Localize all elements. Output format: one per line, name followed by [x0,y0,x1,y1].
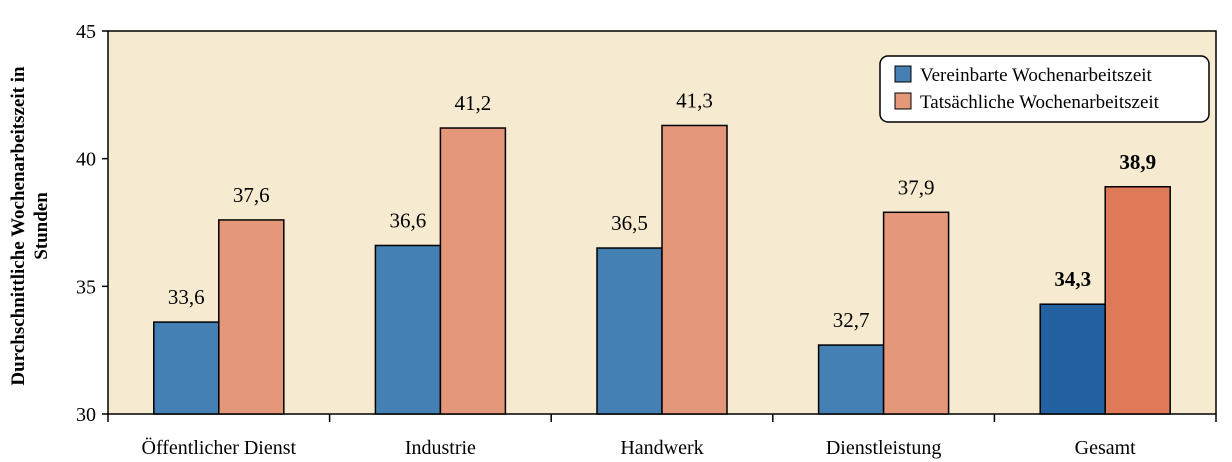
bar [661,124,728,415]
data-label: 41,3 [676,88,713,112]
data-label: 36,5 [611,211,648,235]
x-category-label: Industrie [405,437,476,459]
bar [1039,303,1106,415]
x-category-label: Gesamt [1075,437,1137,459]
legend-swatch-tatsaechliche [894,92,912,110]
y-tick-label: 40 [76,149,96,171]
x-category-label: Dienstleistung [826,437,942,459]
data-label: 37,9 [898,175,935,199]
y-tick-label: 35 [76,276,96,298]
y-axis-title-line-2: Stunden [31,192,52,260]
legend-swatch-vereinbarte [894,65,912,83]
data-label: 38,9 [1119,150,1156,174]
y-tick-label: 30 [76,404,96,426]
bar [882,211,950,415]
data-label: 32,7 [833,308,870,332]
data-label: 34,3 [1054,267,1091,291]
y-tick-label: 45 [76,21,96,43]
bar [596,247,663,415]
bar [1104,186,1171,415]
bar [817,344,885,415]
legend-label-tatsaechliche: Tatsächliche Wochenarbeitszeit [920,92,1160,113]
data-label: 33,6 [168,285,205,309]
x-category-label: Öffentlicher Dienst [142,436,297,459]
legend: Vereinbarte Wochenarbeitszeit Tatsächlic… [879,55,1210,123]
legend-label-vereinbarte: Vereinbarte Wochenarbeitszeit [920,65,1153,86]
x-category-label: Handwerk [620,437,703,459]
data-label: 37,6 [233,183,270,207]
bar [218,219,285,415]
y-axis-title-line-1: Durchschnittliche Wochenarbeitszeit in [8,66,29,386]
legend-box [879,55,1210,123]
bar [374,244,442,415]
bar [439,127,507,415]
data-label: 41,2 [455,91,492,115]
data-label: 36,6 [390,208,427,232]
bar [153,321,220,415]
